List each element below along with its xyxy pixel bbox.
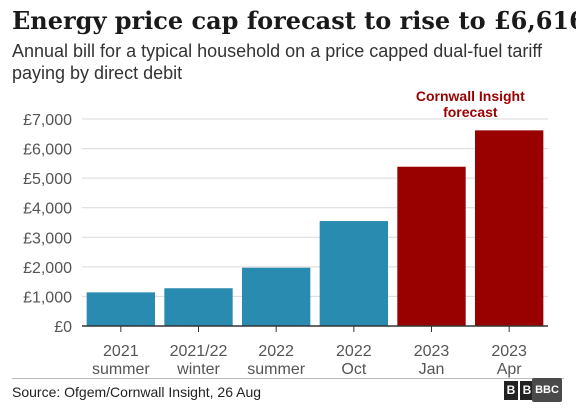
bbc-logo-letter-2: B xyxy=(520,381,534,400)
chart-title: Energy price cap forecast to rise to £6,… xyxy=(12,6,576,35)
forecast-annotation: Cornwall Insight forecast xyxy=(416,88,525,120)
x-tick-label: 2022 summer xyxy=(247,343,305,378)
bar xyxy=(397,166,466,326)
footer-divider xyxy=(12,378,564,379)
bbc-badge: BBC xyxy=(532,378,562,402)
bar xyxy=(319,221,389,326)
bar xyxy=(474,130,544,326)
bbc-logo-letter-1: B xyxy=(504,381,518,400)
x-tick-label: 2022 Oct xyxy=(336,343,372,378)
y-tick-label: £0 xyxy=(54,319,72,336)
y-tick-label: £5,000 xyxy=(23,171,72,188)
y-tick-label: £6,000 xyxy=(23,142,72,159)
bar xyxy=(164,288,233,326)
bar xyxy=(86,292,156,326)
chart-subtitle: Annual bill for a typical household on a… xyxy=(12,41,543,83)
bar xyxy=(241,267,311,326)
x-tick-label: 2021 summer xyxy=(92,343,150,378)
y-tick-label: £3,000 xyxy=(23,230,72,247)
y-tick-label: £1,000 xyxy=(23,289,72,306)
y-tick-label: £7,000 xyxy=(23,112,72,129)
y-tick-label: £2,000 xyxy=(23,260,72,277)
y-tick-label: £4,000 xyxy=(23,201,72,218)
source-text: Source: Ofgem/Cornwall Insight, 26 Aug xyxy=(12,384,262,400)
x-tick-label: 2023 Apr xyxy=(491,343,527,378)
bbc-logo: B B xyxy=(504,381,534,400)
x-tick-label: 2023 Jan xyxy=(414,343,450,378)
x-tick-label: 2021/22 winter xyxy=(170,343,228,378)
